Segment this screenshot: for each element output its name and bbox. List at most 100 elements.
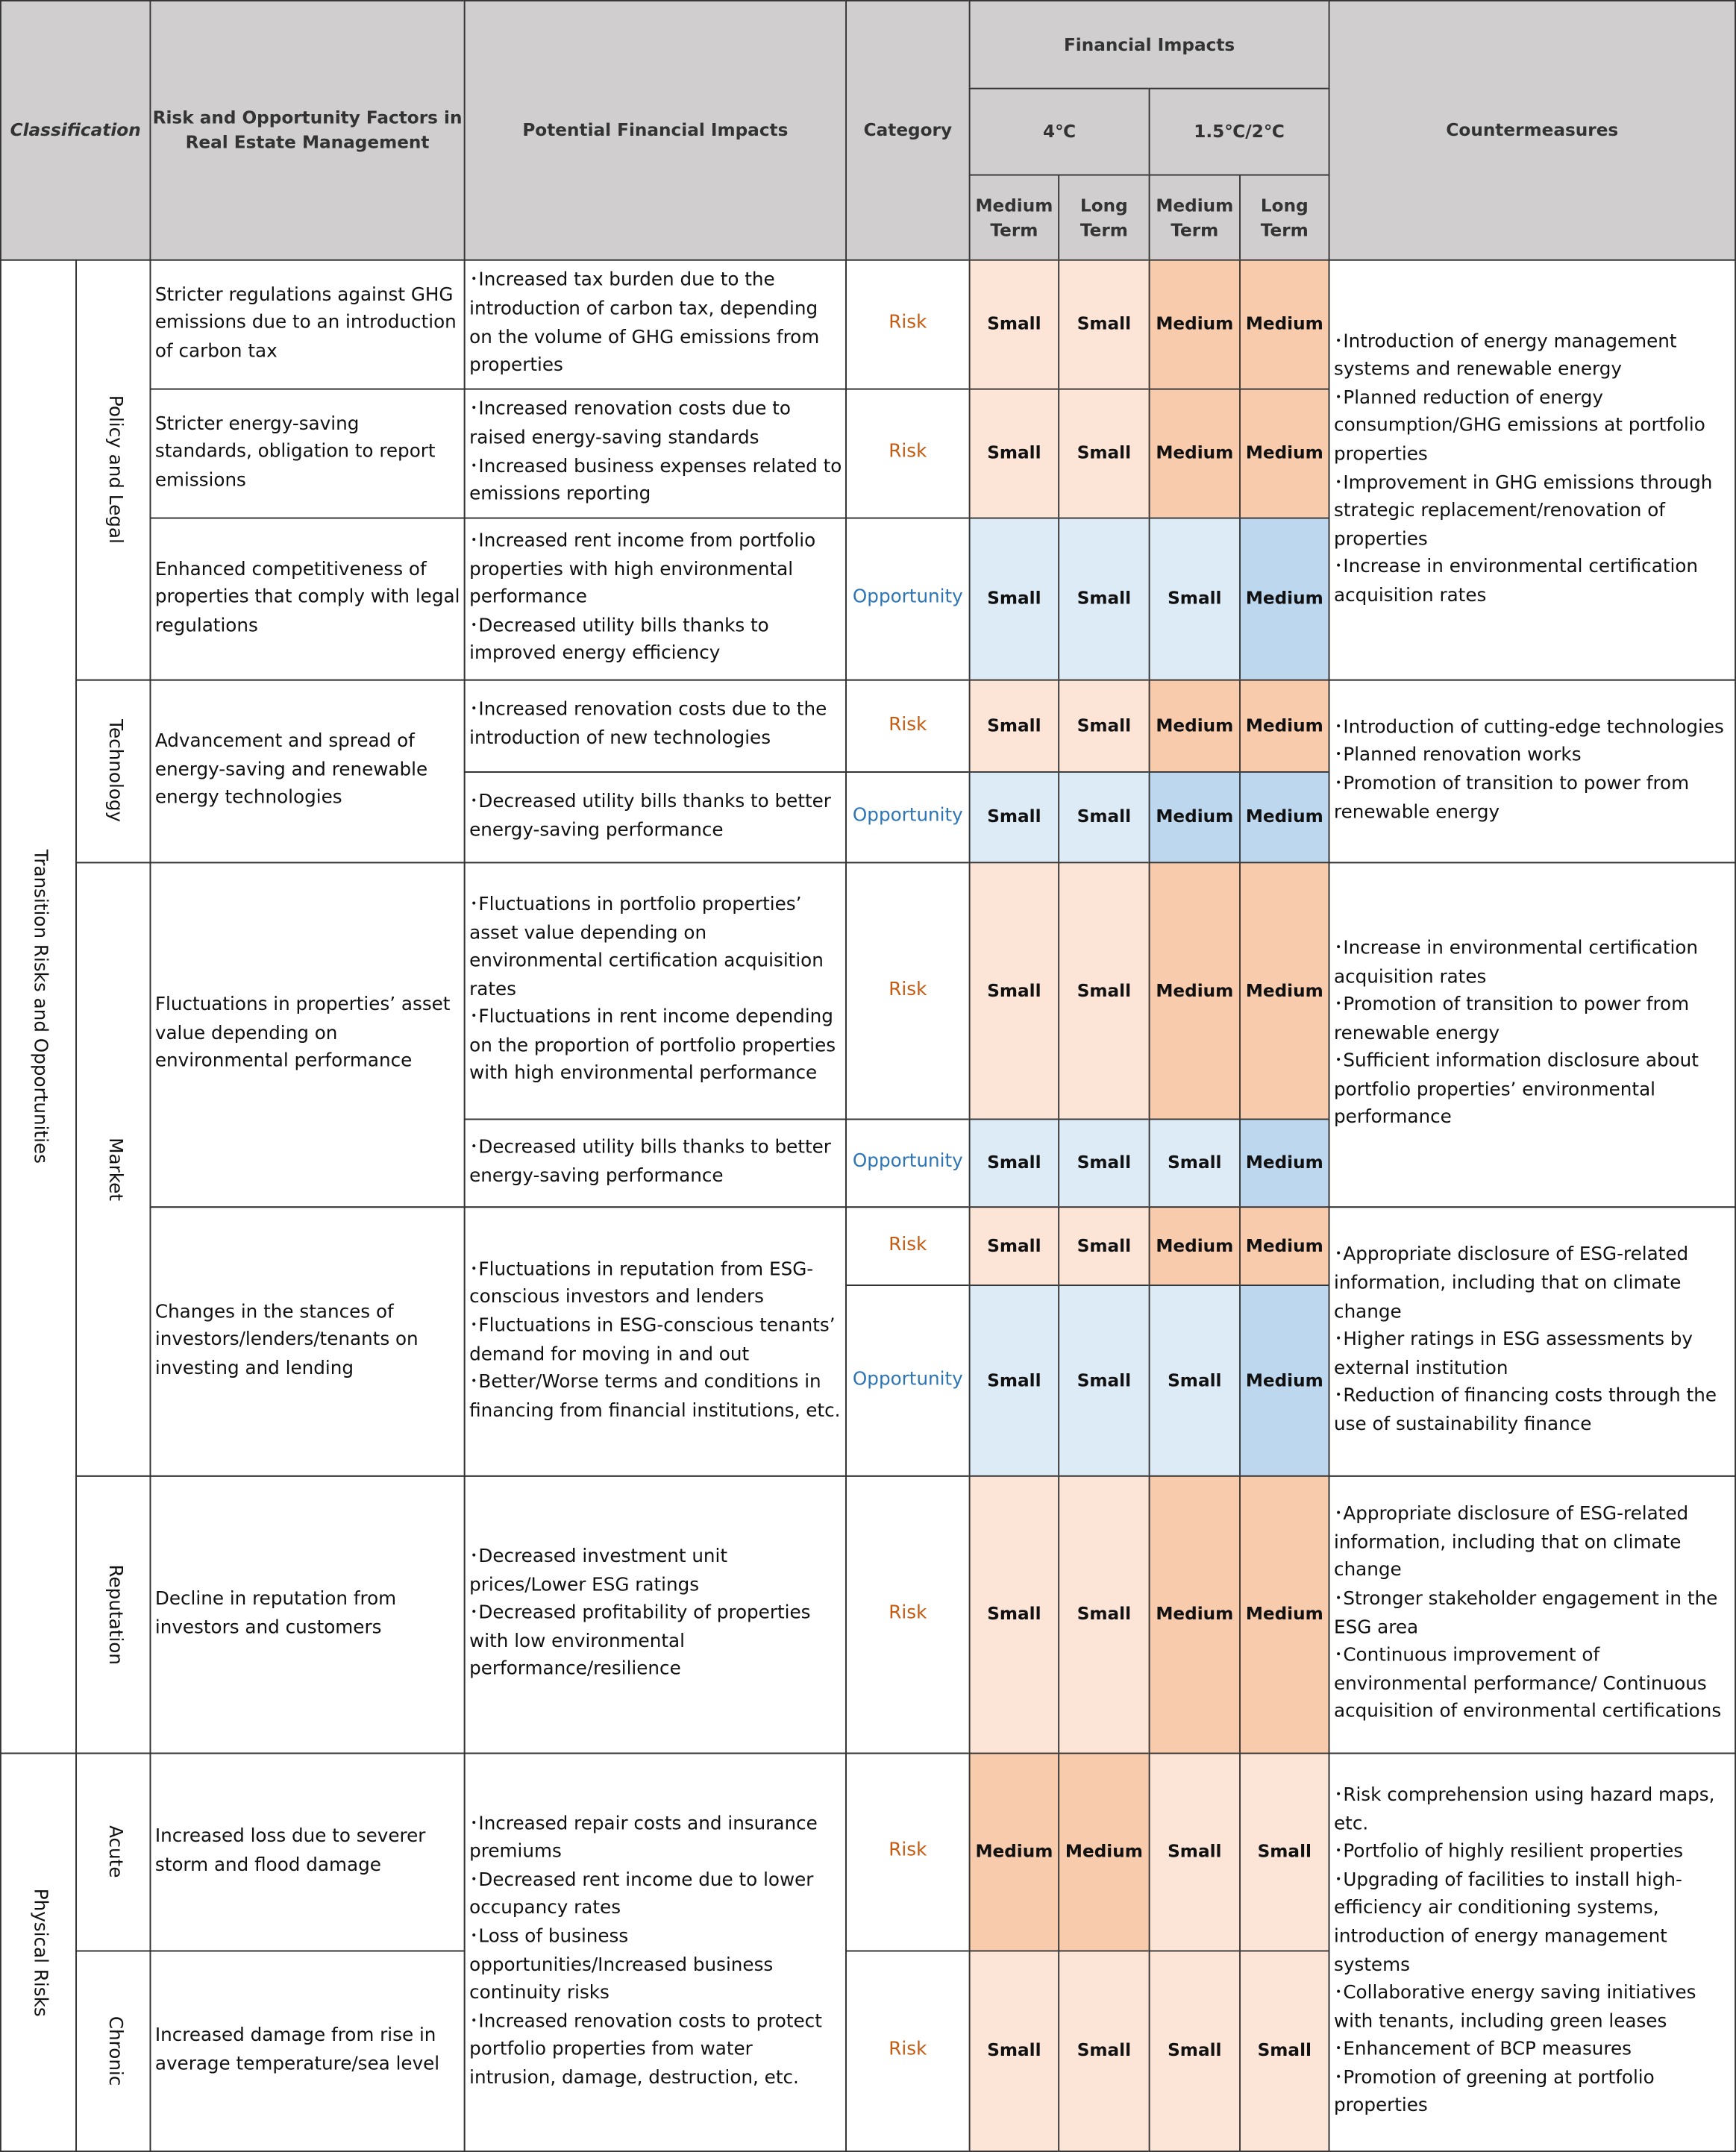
header-cell: Long Term bbox=[1058, 174, 1150, 261]
category-text: Risk bbox=[889, 2039, 927, 2061]
level-text: Small bbox=[1077, 313, 1132, 334]
level-cell: Medium bbox=[1148, 388, 1241, 519]
level-text: Small bbox=[1168, 587, 1222, 609]
header-text: 1.5℃/2℃ bbox=[1194, 120, 1285, 142]
level-text: Small bbox=[987, 587, 1041, 609]
level-cell: Medium bbox=[1239, 1206, 1330, 1287]
factor-text: Changes in the stances of investors/lend… bbox=[154, 1302, 419, 1379]
header-text: Long Term bbox=[1260, 194, 1309, 240]
countermeasure-item: ･Risk comprehension using hazard maps, e… bbox=[1334, 1785, 1715, 1835]
impact-item: ･Decreased investment unit prices/Lower … bbox=[469, 1546, 728, 1596]
level-cell: Small bbox=[968, 771, 1060, 864]
countermeasure-item: ･Collaborative energy saving initiatives… bbox=[1334, 1983, 1696, 2033]
countermeasure-item: ･Promotion of greening at portfolio prop… bbox=[1334, 2068, 1655, 2118]
category-text: Opportunity bbox=[852, 806, 963, 827]
level-cell: Small bbox=[1148, 1950, 1241, 2152]
level-cell: Small bbox=[968, 1118, 1060, 1208]
level-text: Medium bbox=[1245, 313, 1323, 334]
level-text: Small bbox=[987, 715, 1041, 735]
level-cell: Medium bbox=[968, 1752, 1060, 1952]
countermeasure-item: ･Stronger stakeholder engagement in the … bbox=[1334, 1589, 1718, 1638]
impact-cell: ･Increased tax burden due to the introdu… bbox=[463, 259, 847, 390]
level-text: Small bbox=[987, 313, 1041, 334]
category-text: Risk bbox=[889, 979, 927, 1000]
level-text: Medium bbox=[1245, 806, 1323, 827]
level-text: Small bbox=[1168, 1152, 1222, 1173]
category-cell: Risk bbox=[845, 388, 971, 519]
countermeasure-cell: ･Introduction of cutting-edge technologi… bbox=[1328, 679, 1736, 864]
header-cell: 4℃ bbox=[968, 87, 1150, 176]
subclass-label: Technology bbox=[104, 720, 125, 824]
level-text: Medium bbox=[1245, 715, 1323, 735]
level-cell: Small bbox=[1058, 1284, 1150, 1477]
level-text: Medium bbox=[975, 1840, 1053, 1862]
subclass-label: Chronic bbox=[104, 2016, 125, 2086]
subclass-label: Acute bbox=[104, 1825, 125, 1879]
countermeasure-item: ･Appropriate disclosure of ESG-related i… bbox=[1334, 1504, 1689, 1582]
header-cell: Category bbox=[845, 0, 971, 261]
category-text: Risk bbox=[889, 1235, 927, 1255]
factor-text: Fluctuations in properties’ asset value … bbox=[154, 995, 451, 1073]
countermeasure-item: ･Improvement in GHG emissions through st… bbox=[1334, 472, 1713, 550]
level-text: Small bbox=[987, 1369, 1041, 1390]
level-text: Small bbox=[1077, 1152, 1132, 1173]
level-cell: Medium bbox=[1239, 862, 1330, 1120]
level-cell: Medium bbox=[1058, 1752, 1150, 1952]
class-label: Transition Risks and Opportunities bbox=[29, 850, 50, 1164]
impact-item: ･Loss of business opportunities/Increase… bbox=[469, 1927, 774, 2004]
category-cell: Risk bbox=[845, 259, 971, 390]
level-text: Small bbox=[987, 1603, 1041, 1624]
header-text: Category bbox=[863, 119, 953, 140]
level-cell: Small bbox=[968, 679, 1060, 773]
countermeasure-cell: ･Introduction of energy management syste… bbox=[1328, 259, 1736, 681]
level-cell: Small bbox=[1058, 259, 1150, 390]
level-text: Medium bbox=[1245, 1235, 1323, 1255]
factor-text: Advancement and spread of energy-saving … bbox=[154, 731, 428, 809]
level-text: Small bbox=[987, 2039, 1041, 2061]
level-cell: Medium bbox=[1239, 1118, 1330, 1208]
class-cell: Physical Risks bbox=[0, 1752, 78, 2152]
category-cell: Opportunity bbox=[845, 1118, 971, 1208]
level-cell: Small bbox=[1058, 1950, 1150, 2152]
level-cell: Small bbox=[968, 259, 1060, 390]
countermeasure-cell: ･Increase in environmental certification… bbox=[1328, 862, 1736, 1208]
impact-item: ･Fluctuations in portfolio properties’ a… bbox=[469, 894, 824, 1000]
category-text: Opportunity bbox=[852, 587, 963, 609]
subclass-cell: Technology bbox=[75, 679, 151, 864]
header-text: Financial Impacts bbox=[1063, 34, 1235, 54]
level-text: Small bbox=[1257, 1840, 1312, 1862]
level-cell: Medium bbox=[1148, 862, 1241, 1120]
countermeasure-item: ･Introduction of energy management syste… bbox=[1334, 331, 1677, 380]
countermeasure-item: ･Reduction of financing costs through th… bbox=[1334, 1387, 1717, 1436]
factor-text: Stricter regulations against GHG emissio… bbox=[154, 284, 457, 363]
category-cell: Risk bbox=[845, 862, 971, 1120]
level-cell: Medium bbox=[1239, 517, 1330, 681]
category-cell: Risk bbox=[845, 1752, 971, 1952]
level-text: Medium bbox=[1245, 979, 1323, 1000]
level-text: Medium bbox=[1156, 806, 1234, 827]
category-text: Risk bbox=[889, 1840, 927, 1862]
impact-item: ･Increased business expenses related to … bbox=[469, 456, 842, 506]
level-cell: Small bbox=[1058, 862, 1150, 1120]
category-cell: Risk bbox=[845, 1950, 971, 2152]
level-cell: Small bbox=[1239, 1752, 1330, 1952]
level-text: Medium bbox=[1245, 1603, 1323, 1624]
factor-cell: Stricter energy-saving standards, obliga… bbox=[149, 388, 466, 519]
header-cell: Medium Term bbox=[968, 174, 1060, 261]
level-cell: Small bbox=[1058, 771, 1150, 864]
factor-text: Decline in reputation from investors and… bbox=[154, 1589, 397, 1638]
impact-item: ･Decreased utility bills thanks to bette… bbox=[469, 791, 831, 841]
category-text: Risk bbox=[889, 313, 927, 334]
level-cell: Medium bbox=[1239, 771, 1330, 864]
countermeasure-item: ･Sufficient information disclosure about… bbox=[1334, 1051, 1699, 1129]
countermeasure-cell: ･Appropriate disclosure of ESG-related i… bbox=[1328, 1475, 1736, 1754]
countermeasure-item: ･Planned renovation works bbox=[1334, 745, 1582, 767]
factor-cell: Advancement and spread of energy-saving … bbox=[149, 679, 466, 864]
header-cell: Long Term bbox=[1239, 174, 1330, 261]
impact-item: ･Increased renovation costs to protect p… bbox=[469, 2011, 822, 2089]
level-text: Medium bbox=[1065, 1840, 1143, 1862]
level-cell: Small bbox=[968, 1950, 1060, 2152]
level-cell: Small bbox=[1148, 1118, 1241, 1208]
level-cell: Small bbox=[968, 1206, 1060, 1287]
impact-item: ･Increased repair costs and insurance pr… bbox=[469, 1813, 818, 1863]
